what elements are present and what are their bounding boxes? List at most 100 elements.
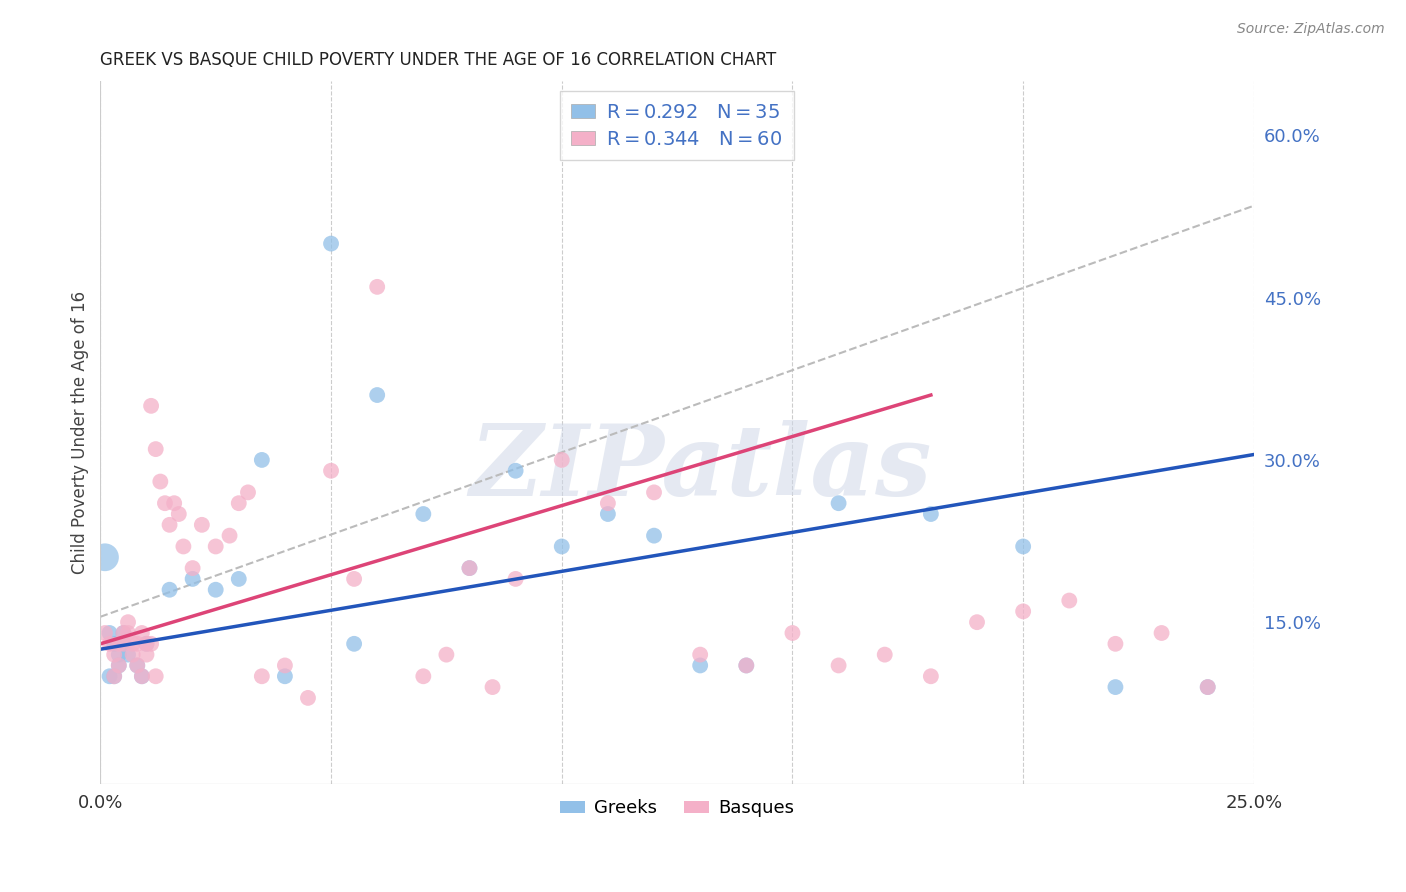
Point	[159, 582, 181, 597]
Point	[412, 669, 434, 683]
Point	[873, 648, 896, 662]
Point	[551, 540, 574, 554]
Point	[135, 637, 157, 651]
Point	[1059, 593, 1081, 607]
Point	[131, 626, 153, 640]
Point	[596, 507, 619, 521]
Point	[1197, 680, 1219, 694]
Legend: Greeks, Basques: Greeks, Basques	[553, 792, 801, 824]
Point	[434, 648, 457, 662]
Point	[643, 529, 665, 543]
Point	[1197, 680, 1219, 694]
Point	[319, 464, 342, 478]
Point	[121, 637, 143, 651]
Point	[236, 485, 259, 500]
Point	[204, 540, 226, 554]
Y-axis label: Child Poverty Under the Age of 16: Child Poverty Under the Age of 16	[72, 292, 89, 574]
Point	[112, 626, 135, 640]
Point	[159, 517, 181, 532]
Point	[121, 648, 143, 662]
Point	[117, 626, 139, 640]
Point	[117, 648, 139, 662]
Point	[366, 280, 388, 294]
Point	[94, 626, 117, 640]
Point	[920, 669, 942, 683]
Point	[343, 572, 366, 586]
Point	[108, 658, 131, 673]
Point	[274, 669, 297, 683]
Point	[274, 658, 297, 673]
Point	[131, 669, 153, 683]
Point	[218, 529, 240, 543]
Point	[108, 637, 131, 651]
Point	[827, 496, 849, 510]
Point	[181, 572, 204, 586]
Point	[181, 561, 204, 575]
Point	[98, 626, 121, 640]
Text: ZIPatlas: ZIPatlas	[470, 420, 931, 516]
Point	[153, 496, 176, 510]
Point	[250, 453, 273, 467]
Point	[966, 615, 988, 630]
Point	[112, 626, 135, 640]
Point	[108, 648, 131, 662]
Point	[103, 669, 125, 683]
Point	[117, 615, 139, 630]
Point	[1104, 680, 1126, 694]
Point	[1150, 626, 1173, 640]
Point	[297, 690, 319, 705]
Point	[112, 637, 135, 651]
Point	[139, 637, 162, 651]
Point	[112, 637, 135, 651]
Point	[135, 648, 157, 662]
Point	[319, 236, 342, 251]
Point	[139, 399, 162, 413]
Point	[94, 550, 117, 565]
Point	[145, 442, 167, 456]
Text: Source: ZipAtlas.com: Source: ZipAtlas.com	[1237, 22, 1385, 37]
Point	[735, 658, 758, 673]
Point	[98, 669, 121, 683]
Point	[131, 669, 153, 683]
Point	[108, 658, 131, 673]
Point	[103, 637, 125, 651]
Point	[412, 507, 434, 521]
Point	[127, 658, 149, 673]
Point	[172, 540, 194, 554]
Point	[1104, 637, 1126, 651]
Point	[366, 388, 388, 402]
Point	[458, 561, 481, 575]
Point	[167, 507, 190, 521]
Point	[689, 648, 711, 662]
Point	[735, 658, 758, 673]
Point	[827, 658, 849, 673]
Text: GREEK VS BASQUE CHILD POVERTY UNDER THE AGE OF 16 CORRELATION CHART: GREEK VS BASQUE CHILD POVERTY UNDER THE …	[100, 51, 776, 69]
Point	[343, 637, 366, 651]
Point	[98, 637, 121, 651]
Point	[596, 496, 619, 510]
Point	[643, 485, 665, 500]
Point	[250, 669, 273, 683]
Point	[103, 669, 125, 683]
Point	[920, 507, 942, 521]
Point	[551, 453, 574, 467]
Point	[1012, 540, 1035, 554]
Point	[135, 637, 157, 651]
Point	[103, 648, 125, 662]
Point	[228, 572, 250, 586]
Point	[145, 669, 167, 683]
Point	[127, 658, 149, 673]
Point	[163, 496, 186, 510]
Point	[782, 626, 804, 640]
Point	[481, 680, 503, 694]
Point	[689, 658, 711, 673]
Point	[505, 572, 527, 586]
Point	[191, 517, 214, 532]
Point	[228, 496, 250, 510]
Point	[505, 464, 527, 478]
Point	[1012, 604, 1035, 618]
Point	[204, 582, 226, 597]
Point	[149, 475, 172, 489]
Point	[127, 637, 149, 651]
Point	[458, 561, 481, 575]
